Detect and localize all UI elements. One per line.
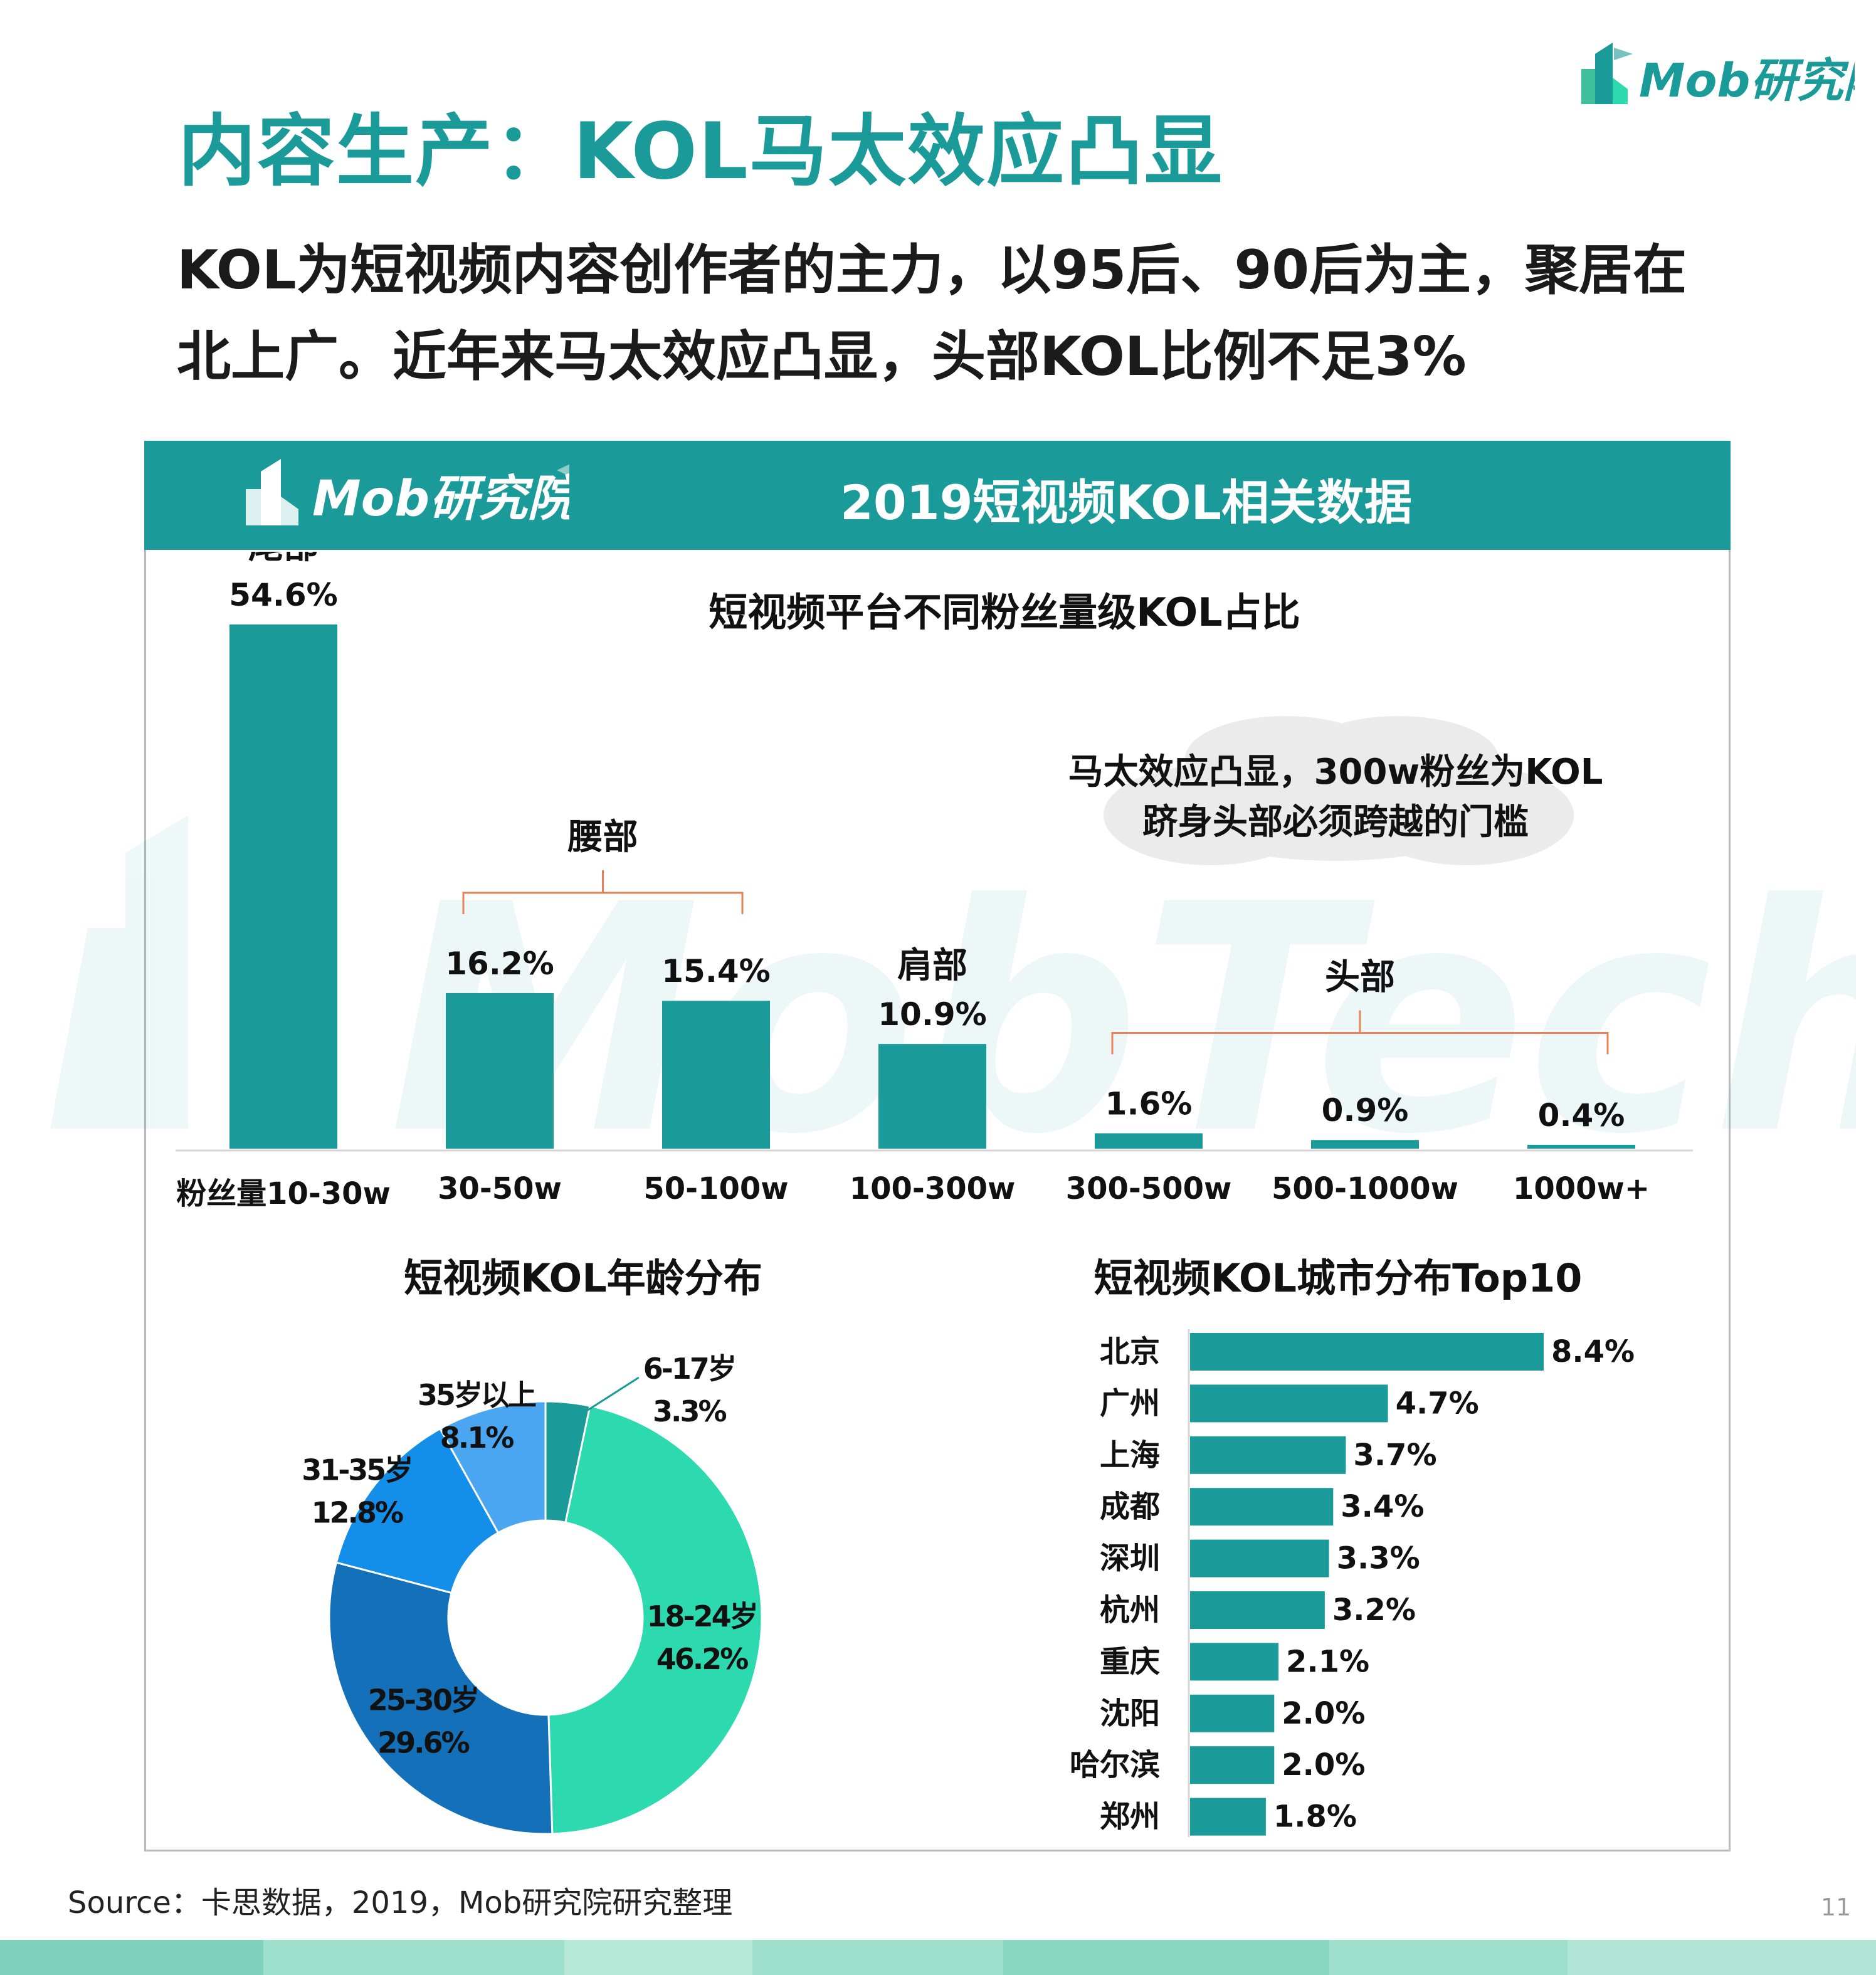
tier-group-bracket [1111,1010,1609,1055]
tier-group-bracket [462,870,744,914]
age-slice-label: 35岁以上 [418,1378,536,1412]
tier-bar [1095,1133,1203,1149]
city-value-label: 3.7% [1353,1438,1436,1473]
city-value-label: 8.4% [1551,1334,1635,1369]
age-slice-value: 46.2% [656,1642,748,1676]
city-name-label: 深圳 [1100,1541,1160,1576]
bottom-band [0,1940,1876,1975]
age-slice-value: 8.1% [440,1421,514,1455]
city-chart-title: 短视频KOL城市分布Top10 [1094,1255,1583,1301]
tier-group-label: 腰部 [568,817,638,858]
city-value-label: 4.7% [1396,1386,1479,1421]
tier-bar [229,624,337,1149]
page-title: 内容生产：KOL马太效应凸显 [178,107,1223,197]
tier-group-label: 头部 [1325,957,1395,998]
city-value-label: 3.4% [1341,1489,1424,1524]
annotation-cloud [1104,716,1574,865]
city-bar [1190,1436,1346,1474]
age-donut-chart: 短视频KOL年龄分布 6-17岁 3.3% 18-24岁 46.2% 25-30岁 29.… [302,1255,763,1835]
city-bar [1190,1746,1275,1784]
city-bar-chart: 短视频KOL城市分布Top10 北京 8.4% 广州 4.7% 上海 3.7% 成都 3.4%… [1070,1255,1635,1837]
age-slice [438,1400,547,1534]
watermark-text: MobTech 袤博 [389,838,1856,1154]
city-value-label: 3.2% [1332,1593,1416,1628]
tier-value-label: 0.4% [1538,1097,1625,1134]
age-slice [335,1427,500,1594]
tier-category-label: 500-1000w [1272,1171,1458,1206]
mob-logo: Mob研究院 [1581,43,1855,108]
panel-header [144,441,1731,550]
city-name-label: 北京 [1100,1334,1160,1369]
city-value-label: 3.3% [1337,1541,1420,1576]
city-name-label: 沈阳 [1100,1696,1160,1731]
tier-bar [446,993,554,1149]
age-slice-value: 3.3% [653,1394,726,1428]
age-slice-value: 29.6% [377,1726,469,1760]
logo-building-icon [1581,43,1633,104]
subtitle-line-2: 北上广。近年来马太效应凸显，头部KOL比例不足3% [177,325,1467,388]
city-name-label: 哈尔滨 [1070,1747,1160,1783]
city-value-label: 1.8% [1273,1799,1357,1835]
age-slice-label: 18-24岁 [646,1599,756,1633]
age-slice-label: 6-17岁 [643,1352,735,1386]
watermark: MobTech 袤博 [50,815,1856,1154]
annotation-line-1: 马太效应凸显，300w粉丝为KOL [1068,752,1603,793]
tier-category-label: 50-100w [643,1171,788,1206]
tier-category-label: 100-300w [850,1171,1016,1206]
tier-group-label: 尾部 [248,552,319,567]
city-bar [1190,1643,1278,1681]
city-bar [1190,1694,1275,1732]
tier-value-label: 0.9% [1322,1092,1409,1129]
city-bar [1190,1488,1334,1526]
city-bar [1190,1384,1388,1423]
logo-text: Mob研究院 [1639,54,1855,108]
tier-value-label: 54.6% [229,577,337,613]
city-bar [1190,1333,1544,1371]
age-slice [547,1404,763,1835]
city-bar [1190,1798,1266,1836]
panel-title: 2019短视频KOL相关数据 [840,475,1413,530]
city-bar [1190,1539,1329,1577]
city-name-label: 成都 [1100,1489,1160,1524]
age-slice-value: 12.8% [311,1495,403,1529]
city-name-label: 重庆 [1100,1644,1160,1679]
tier-category-label: 300-500w [1066,1171,1232,1206]
age-leader-line [565,1376,640,1425]
annotation-line-2: 跻身头部必须跨越的门槛 [1142,802,1529,843]
source-note: Source：卡思数据，2019，Mob研究院研究整理 [68,1885,733,1920]
watermark-building-icon [50,815,188,1129]
subtitle-line-1: KOL为短视频内容创作者的主力，以95后、90后为主，聚居在 [177,239,1687,302]
age-slice-label: 31-35岁 [302,1453,411,1487]
age-slice [328,1561,554,1835]
tier-category-label: 粉丝量10-30w [176,1176,391,1211]
tier-category-label: 30-50w [438,1171,562,1206]
tier-bar [878,1044,986,1149]
city-value-label: 2.1% [1286,1644,1369,1679]
kol-tier-chart-title: 短视频平台不同粉丝量级KOL占比 [709,589,1300,635]
panel-logo: Mob研究院 [246,459,569,527]
tier-value-label: 1.6% [1105,1086,1193,1122]
page-number: 11 [1821,1893,1852,1921]
age-slice-label: 25-30岁 [368,1683,478,1717]
city-name-label: 郑州 [1100,1799,1160,1835]
tier-bar [1527,1144,1635,1149]
tier-bar [1311,1140,1419,1149]
city-name-label: 广州 [1100,1386,1160,1421]
age-chart-title: 短视频KOL年龄分布 [404,1255,762,1301]
tier-group-label: 肩部 [897,945,967,986]
panel-logo-text: Mob研究院 [312,471,569,527]
tier-category-label: 1000w+ [1513,1171,1650,1206]
city-name-label: 杭州 [1100,1593,1160,1628]
city-value-label: 2.0% [1282,1747,1365,1783]
tier-value-label: 10.9% [878,996,986,1033]
tier-bar [662,1001,770,1149]
logo-building-icon [246,459,569,525]
tier-value-label: 16.2% [445,945,554,982]
city-bar [1190,1591,1325,1629]
tier-value-label: 15.4% [661,953,770,989]
kol-tier-chart: 短视频平台不同粉丝量级KOL占比 马太效应凸显，300w粉丝为KOL 跻身头部必… [176,552,1693,1211]
city-value-label: 2.0% [1282,1696,1365,1731]
city-name-label: 上海 [1100,1438,1160,1473]
